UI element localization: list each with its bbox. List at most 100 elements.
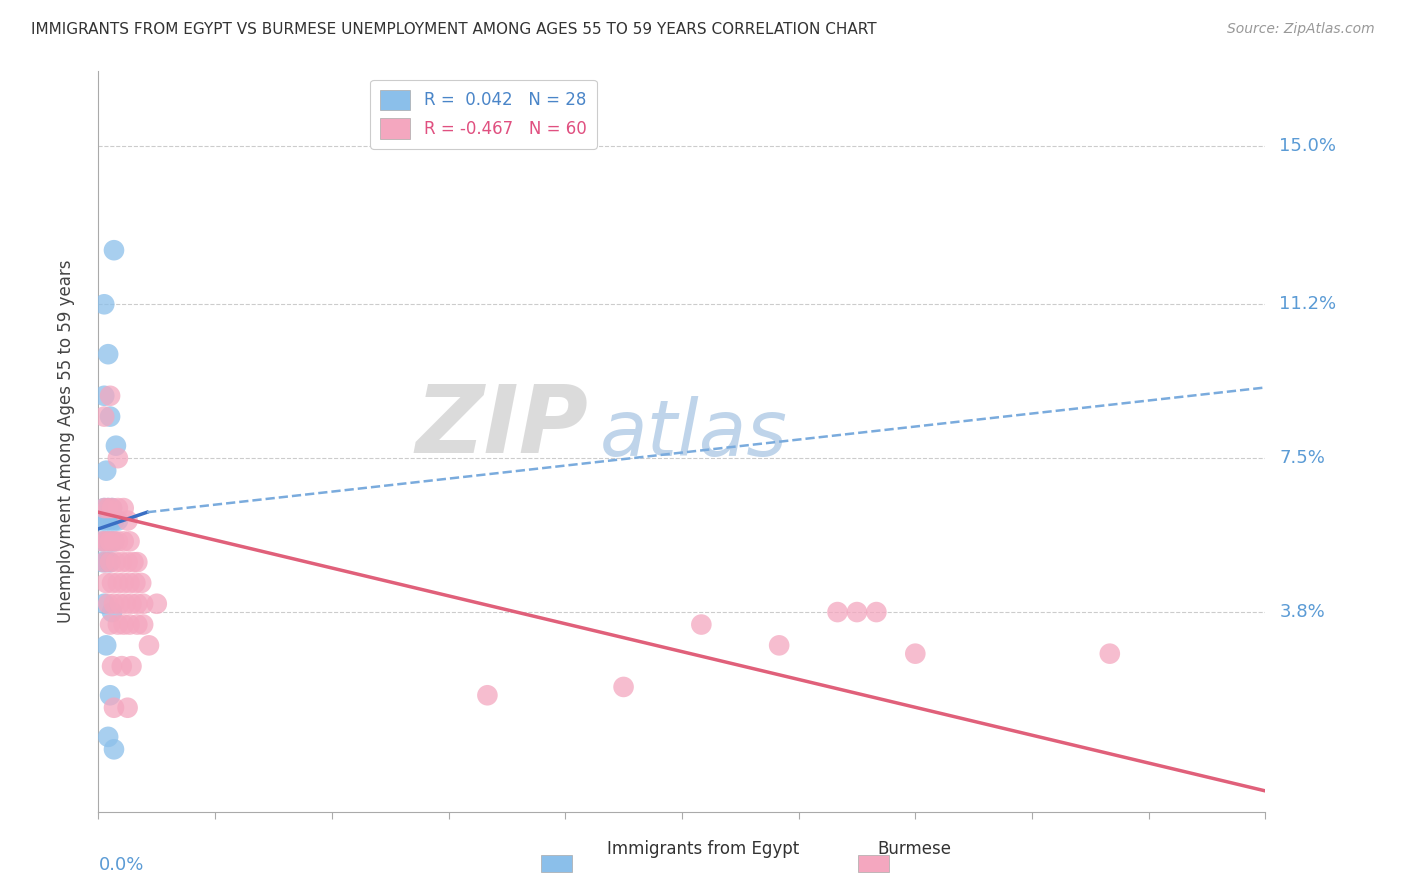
Point	[104, 439, 127, 453]
Point	[98, 617, 121, 632]
Point	[96, 534, 118, 549]
Point	[146, 597, 169, 611]
Point	[97, 501, 120, 516]
Point	[112, 617, 135, 632]
Point	[103, 597, 125, 611]
Point	[98, 409, 121, 424]
Point	[107, 451, 129, 466]
Point	[112, 534, 135, 549]
Point	[118, 534, 141, 549]
Text: Immigrants from Egypt: Immigrants from Egypt	[607, 840, 799, 858]
Point	[846, 605, 869, 619]
Point	[97, 597, 120, 611]
Point	[96, 464, 118, 478]
Point	[112, 576, 135, 591]
Point	[768, 638, 790, 652]
Point	[121, 659, 143, 673]
Point	[91, 555, 114, 569]
Point	[97, 347, 120, 361]
Point	[93, 389, 115, 403]
Point	[111, 555, 134, 569]
Point	[827, 605, 849, 619]
Point	[117, 555, 139, 569]
Point	[127, 597, 149, 611]
Point	[93, 597, 115, 611]
Point	[96, 638, 118, 652]
Point	[865, 605, 887, 619]
Y-axis label: Unemployment Among Ages 55 to 59 years: Unemployment Among Ages 55 to 59 years	[56, 260, 75, 624]
Point	[132, 597, 155, 611]
Point	[97, 501, 120, 516]
Point	[98, 389, 121, 403]
Point	[112, 501, 135, 516]
Point	[96, 534, 118, 549]
Point	[98, 688, 121, 702]
Point	[107, 514, 129, 528]
Point	[107, 501, 129, 516]
Point	[93, 409, 115, 424]
Point	[107, 576, 129, 591]
Point	[103, 742, 125, 756]
Point	[690, 617, 713, 632]
Point	[98, 555, 121, 569]
Point	[117, 700, 139, 714]
Point	[138, 638, 160, 652]
Text: 7.5%: 7.5%	[1279, 450, 1326, 467]
Point	[101, 501, 124, 516]
FancyBboxPatch shape	[858, 855, 889, 872]
Point	[103, 700, 125, 714]
Point	[132, 617, 155, 632]
Point	[118, 576, 141, 591]
Point	[124, 576, 146, 591]
Point	[127, 555, 149, 569]
Point	[121, 597, 143, 611]
Point	[96, 576, 118, 591]
FancyBboxPatch shape	[541, 855, 572, 872]
Text: 0.0%: 0.0%	[98, 856, 143, 874]
Text: 15.0%: 15.0%	[1279, 137, 1336, 155]
Point	[97, 730, 120, 744]
Point	[93, 297, 115, 311]
Point	[129, 576, 152, 591]
Point	[117, 514, 139, 528]
Point	[613, 680, 636, 694]
Text: IMMIGRANTS FROM EGYPT VS BURMESE UNEMPLOYMENT AMONG AGES 55 TO 59 YEARS CORRELAT: IMMIGRANTS FROM EGYPT VS BURMESE UNEMPLO…	[31, 22, 876, 37]
Text: Burmese: Burmese	[877, 840, 950, 858]
Point	[107, 534, 129, 549]
Text: 11.2%: 11.2%	[1279, 295, 1337, 313]
Point	[1098, 647, 1121, 661]
Point	[103, 534, 125, 549]
Point	[477, 688, 499, 702]
Point	[93, 555, 115, 569]
Point	[101, 501, 124, 516]
Point	[122, 555, 145, 569]
Text: Source: ZipAtlas.com: Source: ZipAtlas.com	[1227, 22, 1375, 37]
Point	[93, 501, 115, 516]
Text: atlas: atlas	[600, 396, 789, 472]
Point	[98, 514, 121, 528]
Point	[104, 555, 127, 569]
Point	[103, 534, 125, 549]
Point	[114, 597, 136, 611]
Point	[98, 534, 121, 549]
Text: 3.8%: 3.8%	[1279, 603, 1324, 621]
Point	[91, 514, 114, 528]
Point	[904, 647, 927, 661]
Point	[107, 617, 129, 632]
Point	[111, 659, 134, 673]
Point	[91, 534, 114, 549]
Point	[101, 605, 124, 619]
Legend: R =  0.042   N = 28, R = -0.467   N = 60: R = 0.042 N = 28, R = -0.467 N = 60	[371, 79, 596, 149]
Point	[96, 555, 118, 569]
Point	[108, 597, 131, 611]
Text: ZIP: ZIP	[416, 381, 589, 473]
Point	[91, 534, 114, 549]
Point	[98, 534, 121, 549]
Point	[101, 659, 124, 673]
Point	[103, 514, 125, 528]
Point	[101, 576, 124, 591]
Point	[127, 617, 149, 632]
Point	[118, 617, 141, 632]
Point	[98, 555, 121, 569]
Point	[103, 244, 125, 258]
